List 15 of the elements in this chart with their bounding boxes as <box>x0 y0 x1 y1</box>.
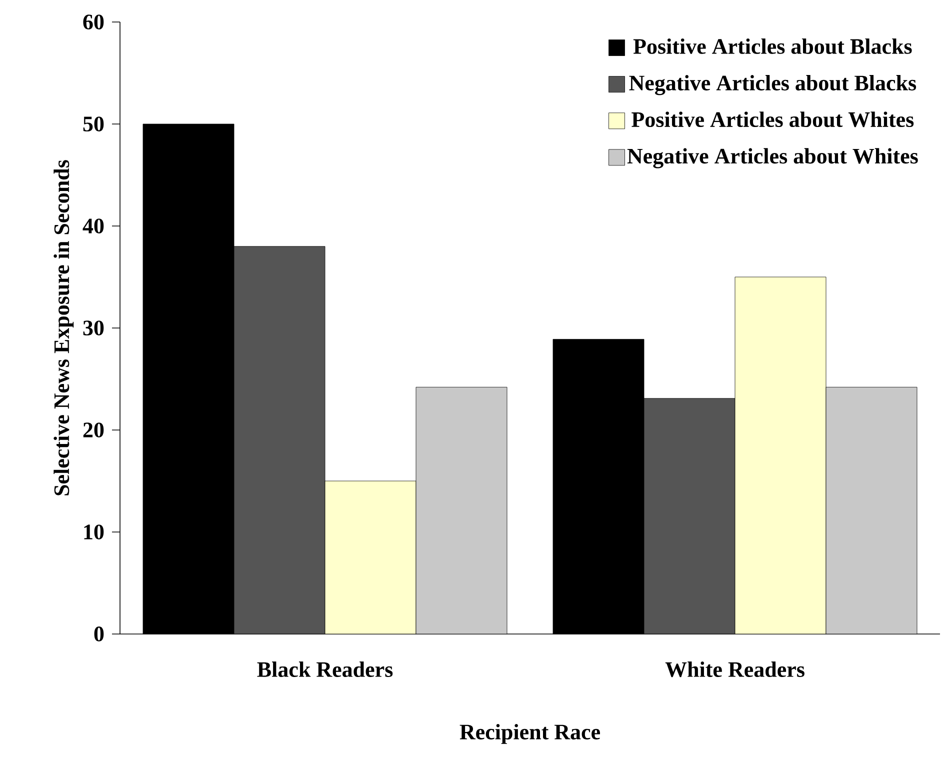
legend-label: Positive Articles about Whites <box>632 112 914 128</box>
y-tick-label: 40 <box>82 218 104 234</box>
x-tick-label: White Readers <box>665 662 804 678</box>
y-axis-title: Selective News Exposure in Seconds <box>54 160 74 496</box>
y-tick-label: 0 <box>94 626 104 642</box>
y-tick-label: 50 <box>83 116 104 132</box>
y-tick-label: 30 <box>83 320 104 336</box>
x-axis-title: Recipient Race <box>460 724 600 744</box>
y-tick-label: 20 <box>83 422 104 438</box>
x-tick-label: Black Readers <box>257 662 393 678</box>
legend-label: Negative Articles about Blacks <box>629 75 916 96</box>
y-tick-label: 60 <box>83 14 104 30</box>
y-tick-label: 10 <box>84 524 104 540</box>
legend-label: Positive Articles about Blacks <box>633 38 912 54</box>
legend-label: Negative Articles about Whites <box>627 148 918 168</box>
